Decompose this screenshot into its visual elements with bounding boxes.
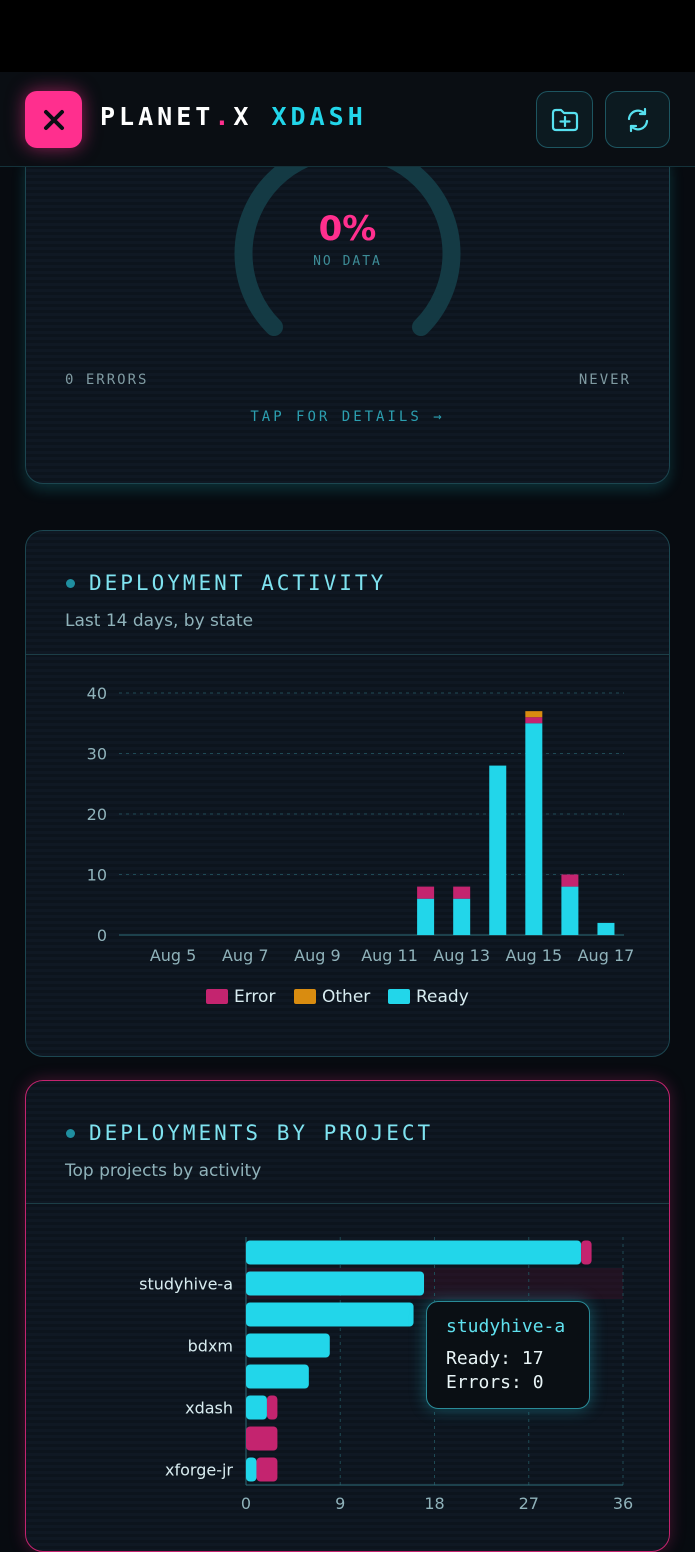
deployments-by-project-card: DEPLOYMENTS BY PROJECT Top projects by a… (25, 1080, 670, 1552)
deployment-activity-card: DEPLOYMENT ACTIVITY Last 14 days, by sta… (25, 530, 670, 1057)
hbar-errors (256, 1457, 278, 1482)
hbar-errors (246, 1426, 278, 1451)
status-gauge (234, 151, 461, 336)
brand-x: X (233, 102, 253, 131)
chart-tooltip: studyhive-a Ready: 17 Errors: 0 (426, 1301, 590, 1409)
legend-label-ready: Ready (416, 987, 469, 1007)
y-tick-label: 10 (87, 866, 107, 885)
x-tick-label: 0 (241, 1494, 251, 1513)
new-folder-button[interactable] (536, 91, 593, 148)
tooltip-errors: Errors: 0 (446, 1372, 544, 1393)
status-bar (0, 0, 695, 72)
error-count: 0 ERRORS (65, 372, 149, 388)
x-tick-label: Aug 13 (433, 946, 490, 965)
x-tick-label: Aug 5 (150, 946, 197, 965)
app-header: PLANET.X XDASH (0, 72, 695, 167)
brand-title: PLANET.X XDASH (100, 102, 367, 131)
y-tick-label: 40 (87, 684, 107, 703)
x-tick-label: Aug 11 (361, 946, 418, 965)
bar-ready (417, 898, 435, 935)
y-tick-label: studyhive-a (139, 1275, 233, 1294)
refresh-icon (627, 107, 648, 132)
legend-swatch-ready (388, 989, 410, 1004)
tooltip-title: studyhive-a (446, 1316, 566, 1337)
projects-subtitle: Top projects by activity (65, 1161, 262, 1181)
legend-label-other: Other (322, 987, 370, 1007)
hbar-ready (246, 1271, 425, 1296)
tooltip-ready: Ready: 17 (446, 1348, 544, 1369)
bar-error (417, 886, 435, 899)
hbar-ready (246, 1333, 330, 1358)
title-dot (66, 579, 75, 588)
x-tick-label: 36 (613, 1494, 633, 1513)
x-tick-label: Aug 9 (294, 946, 341, 965)
brand-xdash: XDASH (271, 102, 367, 131)
bar-error (561, 874, 579, 887)
legend-label-error: Error (234, 987, 275, 1007)
bar-ready (453, 898, 471, 935)
brand-dot: . (214, 102, 234, 131)
legend-swatch-error (206, 989, 228, 1004)
folder-plus-icon (551, 108, 578, 131)
gauge-status: NO DATA (313, 254, 382, 269)
x-tick-label: 27 (519, 1494, 539, 1513)
hbar-ready (246, 1302, 414, 1327)
bar-other (525, 711, 543, 718)
hbar-ready (246, 1457, 257, 1482)
bar-ready (597, 922, 615, 935)
x-tick-label: 9 (335, 1494, 345, 1513)
hbar-ready (246, 1395, 267, 1420)
last-deploy: NEVER (578, 372, 631, 388)
hbar-ready (246, 1240, 582, 1265)
gauge-percent: 0% (318, 209, 377, 249)
deploy-status-card[interactable]: 0% NO DATA 0 ERRORS NEVER TAP FOR DETAIL… (25, 150, 670, 484)
y-tick-label: xdash (185, 1399, 233, 1418)
bar-ready (561, 886, 579, 935)
hbar-errors (266, 1395, 278, 1420)
refresh-button[interactable] (605, 91, 670, 148)
projects-chart: 0 9 18 27 36 studyhive-a bdxm xdash xforge-jr (139, 1237, 633, 1513)
projects-divider (26, 1203, 669, 1204)
x-tick-label: Aug 17 (578, 946, 635, 965)
legend-swatch-other (294, 989, 316, 1004)
hbar-errors (581, 1240, 592, 1265)
bar-error (453, 886, 471, 899)
activity-divider (26, 654, 669, 655)
bar-ready (525, 723, 543, 935)
logo-close-icon[interactable] (25, 91, 82, 148)
title-dot (66, 1129, 75, 1138)
activity-title: DEPLOYMENT ACTIVITY (89, 571, 387, 595)
x-tick-label: Aug 7 (222, 946, 269, 965)
y-tick-label: bdxm (188, 1337, 233, 1356)
tap-for-details-link[interactable]: TAP FOR DETAILS → (250, 409, 445, 425)
projects-title: DEPLOYMENTS BY PROJECT (89, 1121, 434, 1145)
y-tick-label: xforge-jr (165, 1461, 233, 1480)
x-tick-label: 18 (424, 1494, 444, 1513)
brand-planet: PLANET (100, 102, 215, 131)
hbar-ready (246, 1364, 309, 1389)
x-tick-label: Aug 15 (505, 946, 562, 965)
y-tick-label: 0 (97, 926, 107, 945)
activity-chart: 0 10 20 30 40 Aug 5 Aug 7 Aug 9 Aug 11 Aug 13 Aug … (87, 684, 635, 1007)
activity-subtitle: Last 14 days, by state (65, 611, 254, 631)
bar-ready (489, 765, 507, 935)
bar-error (525, 717, 543, 724)
y-tick-label: 30 (87, 745, 107, 764)
y-tick-label: 20 (87, 805, 107, 824)
